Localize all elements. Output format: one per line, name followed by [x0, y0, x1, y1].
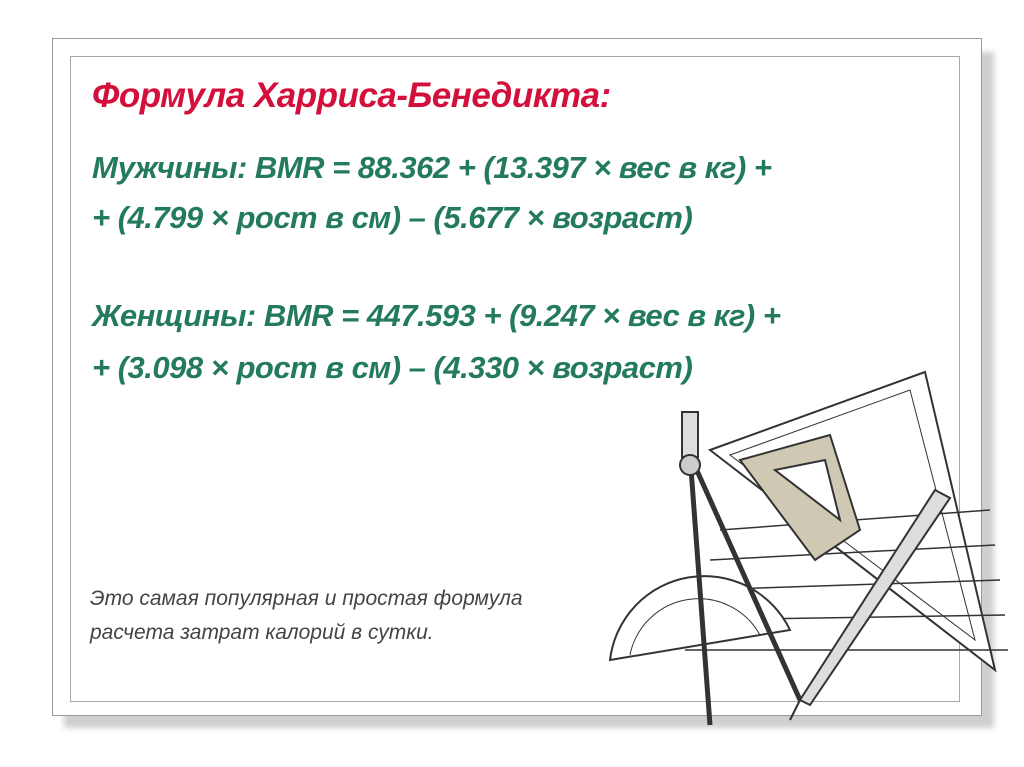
women-formula-line1: Женщины: BMR = 447.593 + (9.247 × вес в …: [92, 298, 781, 333]
caption-line2: расчета затрат калорий в сутки.: [90, 621, 434, 644]
set-square-icon: [738, 433, 862, 562]
caption-line1: Это самая популярная и простая формула: [90, 587, 523, 610]
pencil-icon: [789, 488, 952, 721]
compass-icon: [679, 411, 803, 726]
women-formula-line2: + (3.098 × рост в см) – (4.330 × возраст…: [92, 350, 693, 385]
slide-inner-frame: [70, 56, 960, 702]
slide-title: Формула Харриса-Бенедикта:: [92, 76, 611, 115]
drafting-tools-illustration: [608, 370, 1008, 726]
men-formula-line1: Мужчины: BMR = 88.362 + (13.397 × вес в …: [92, 150, 772, 185]
men-formula-line2: + (4.799 × рост в см) – (5.677 × возраст…: [92, 200, 693, 235]
